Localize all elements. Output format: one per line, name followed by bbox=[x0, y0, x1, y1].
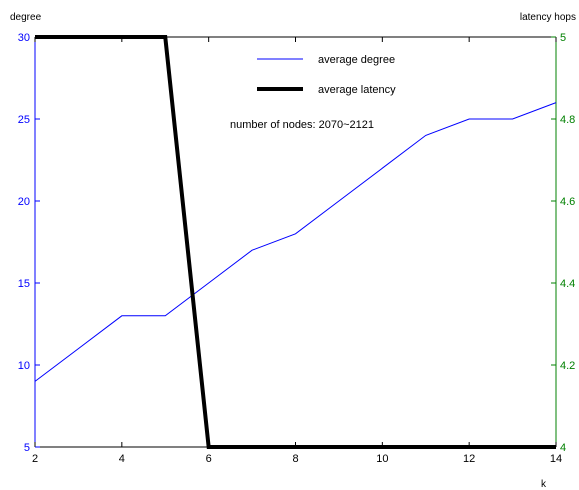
left-y-axis-label: degree bbox=[10, 12, 42, 23]
series-line-average-degree bbox=[34, 102, 557, 382]
left-y-tick-label: 5 bbox=[24, 442, 30, 454]
series-line-average-latency bbox=[35, 35, 556, 449]
x-axis-label: k bbox=[541, 479, 547, 490]
left-y-tick-label: 10 bbox=[18, 360, 30, 372]
x-tick-label: 10 bbox=[376, 453, 388, 465]
chart-annotation: number of nodes: 2070~2121 bbox=[230, 119, 374, 131]
x-tick-label: 4 bbox=[119, 453, 125, 465]
right-y-tick-label: 4.6 bbox=[560, 196, 575, 208]
x-tick-label: 14 bbox=[550, 453, 562, 465]
legend-label-average-degree: average degree bbox=[318, 54, 395, 66]
right-y-tick-label: 4 bbox=[560, 442, 566, 454]
right-y-tick-label: 4.8 bbox=[560, 114, 575, 126]
left-y-tick-label: 30 bbox=[18, 32, 30, 44]
right-y-tick-label: 4.2 bbox=[560, 360, 575, 372]
legend: average degree average latency bbox=[257, 54, 396, 96]
x-tick-label: 12 bbox=[463, 453, 475, 465]
left-y-tick-label: 15 bbox=[18, 278, 30, 290]
right-y-tick-label: 5 bbox=[560, 32, 566, 44]
right-y-tick-label: 4.4 bbox=[560, 278, 575, 290]
left-y-tick-label: 20 bbox=[18, 196, 30, 208]
right-y-axis-label: latency hops bbox=[520, 12, 576, 23]
plot-area: 2 4 6 8 10 12 14 5 10 15 20 25 30 4 4.2 4.4 4.6 4.8 5 bbox=[18, 32, 576, 465]
x-tick-label: 6 bbox=[206, 453, 212, 465]
x-tick-label: 2 bbox=[32, 453, 38, 465]
left-y-tick-label: 25 bbox=[18, 114, 30, 126]
legend-label-average-latency: average latency bbox=[318, 84, 396, 96]
x-tick-label: 8 bbox=[292, 453, 298, 465]
